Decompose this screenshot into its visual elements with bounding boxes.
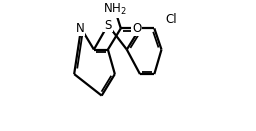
Text: N: N (76, 22, 84, 35)
Text: O: O (132, 22, 141, 35)
Text: NH$_2$: NH$_2$ (103, 2, 127, 17)
Text: Cl: Cl (165, 13, 177, 26)
Text: S: S (104, 18, 112, 32)
